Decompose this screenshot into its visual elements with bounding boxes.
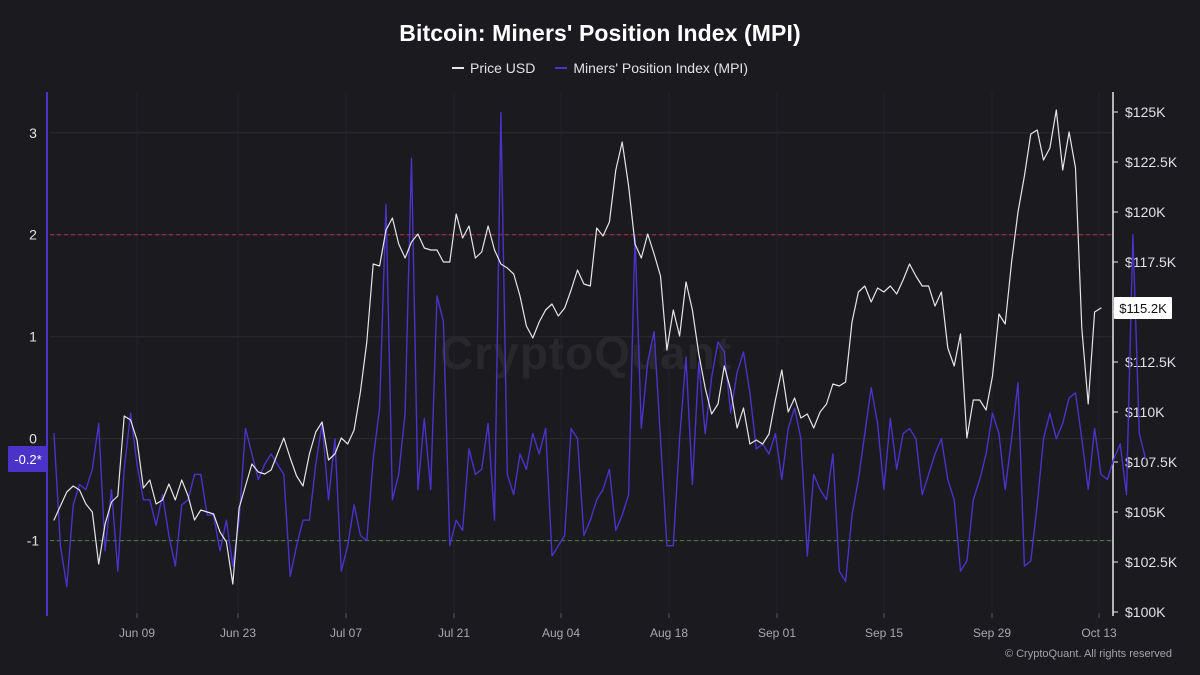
x-tick-label: Jun 09 — [119, 626, 155, 640]
chart-title: Bitcoin: Miners' Position Index (MPI) — [399, 20, 801, 46]
copyright-notice: © CryptoQuant. All rights reserved — [1004, 648, 1172, 660]
price-series-line — [53, 109, 1102, 585]
x-tick-label: Sep 01 — [758, 626, 796, 640]
right-tick-label: $117.5K — [1125, 254, 1177, 270]
left-tick-label: 0 — [29, 431, 37, 447]
x-tick-label: Aug 18 — [650, 626, 688, 640]
right-tick-label: $102.5K — [1125, 554, 1178, 570]
legend-item-price[interactable]: Price USD — [452, 60, 535, 76]
x-tick-label: Jul 21 — [438, 626, 470, 640]
legend-label-mpi: Miners' Position Index (MPI) — [573, 60, 748, 76]
right-tick-label: $120K — [1125, 204, 1166, 220]
x-tick-label: Sep 29 — [973, 626, 1011, 640]
legend-label-price: Price USD — [470, 60, 536, 76]
right-tick-label: $122.5K — [1125, 154, 1178, 170]
x-tick-label: Jun 23 — [220, 626, 256, 640]
price-current-label: $115.2K — [1119, 301, 1167, 316]
chart-legend: Price USD Miners' Position Index (MPI) — [0, 60, 1200, 76]
x-tick-label: Sep 15 — [865, 626, 903, 640]
mpi-current-label: -0.2* — [14, 452, 41, 467]
right-tick-label: $100K — [1125, 604, 1166, 620]
price-current-badge — [1114, 297, 1172, 319]
right-tick-label: $105K — [1125, 504, 1166, 520]
left-tick-label: 1 — [29, 329, 37, 345]
legend-swatch-mpi — [555, 67, 568, 69]
right-tick-label: $107.5K — [1125, 454, 1178, 470]
x-tick-label: Aug 04 — [542, 626, 580, 640]
mpi-current-badge — [8, 446, 48, 473]
right-tick-label: $112.5K — [1125, 354, 1177, 370]
legend-item-mpi[interactable]: Miners' Position Index (MPI) — [555, 60, 748, 76]
x-tick-label: Jul 07 — [330, 626, 362, 640]
right-tick-label: $125K — [1125, 104, 1166, 120]
left-tick-label: 2 — [29, 227, 37, 243]
left-tick-label: 3 — [29, 125, 37, 141]
x-tick-label: Oct 13 — [1081, 626, 1117, 640]
right-tick-label: $110K — [1125, 404, 1165, 420]
left-tick-label: -1 — [27, 533, 40, 549]
mpi-series-line — [53, 111, 1147, 588]
legend-swatch-price — [452, 67, 464, 69]
